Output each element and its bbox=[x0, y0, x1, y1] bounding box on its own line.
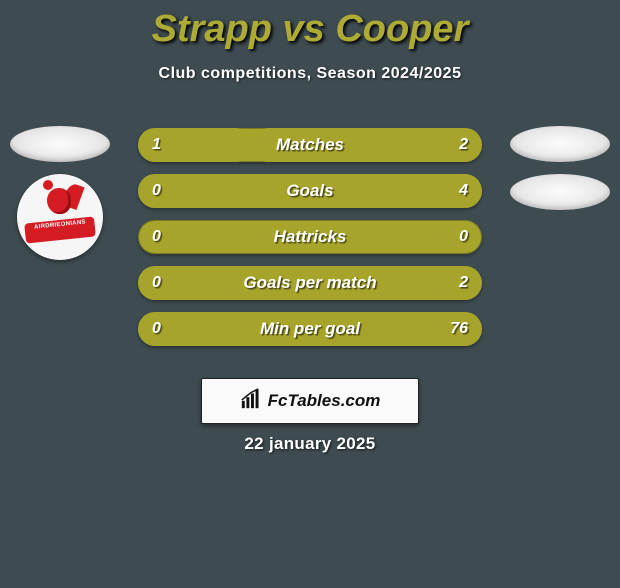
player-right-club-badge bbox=[510, 174, 610, 210]
stat-value-right: 76 bbox=[450, 312, 468, 346]
club-badge-bird-icon bbox=[41, 182, 81, 220]
player-right-column bbox=[510, 126, 610, 222]
stat-value-left: 0 bbox=[152, 174, 161, 208]
stat-row: 076Min per goal bbox=[138, 312, 482, 346]
stat-value-right: 4 bbox=[459, 174, 468, 208]
stat-value-right: 2 bbox=[459, 266, 468, 300]
player-left-avatar bbox=[10, 126, 110, 162]
brand-box[interactable]: FcTables.com bbox=[201, 378, 419, 424]
player-left-column: AIRDRIEONIANS bbox=[10, 126, 110, 260]
brand-text: FcTables.com bbox=[268, 391, 381, 411]
stat-row: 04Goals bbox=[138, 174, 482, 208]
page-subtitle: Club competitions, Season 2024/2025 bbox=[0, 65, 620, 83]
bar-chart-icon bbox=[240, 388, 262, 415]
page-title: Strapp vs Cooper bbox=[0, 8, 620, 51]
stat-value-left: 1 bbox=[152, 128, 161, 162]
player-right-avatar bbox=[510, 126, 610, 162]
player-left-club-badge: AIRDRIEONIANS bbox=[17, 174, 103, 260]
date-text: 22 january 2025 bbox=[0, 434, 620, 454]
stat-row: 00Hattricks bbox=[138, 220, 482, 254]
stat-value-left: 0 bbox=[152, 312, 161, 346]
stat-value-right: 0 bbox=[459, 220, 468, 254]
stat-value-left: 0 bbox=[152, 266, 161, 300]
stat-value-right: 2 bbox=[459, 128, 468, 162]
comparison-bars: 12Matches04Goals00Hattricks02Goals per m… bbox=[138, 128, 482, 358]
stat-value-left: 0 bbox=[152, 220, 161, 254]
stat-row: 02Goals per match bbox=[138, 266, 482, 300]
stat-row: 12Matches bbox=[138, 128, 482, 162]
